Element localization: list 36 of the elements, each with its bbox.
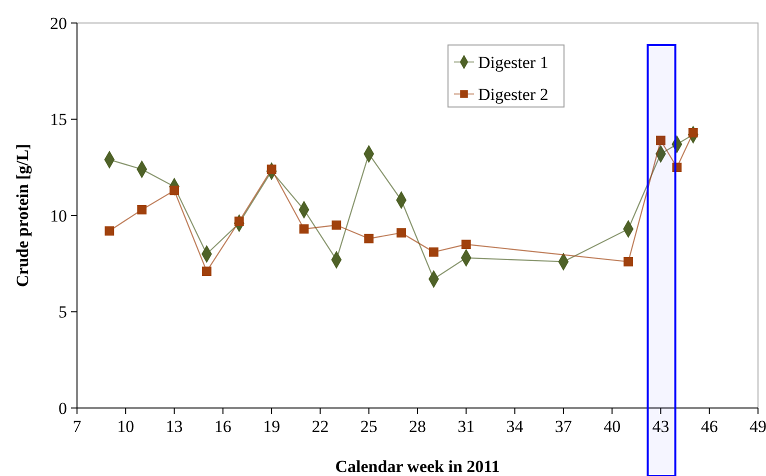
y-tick-label: 0 (58, 398, 67, 418)
x-tick-label: 31 (458, 417, 475, 436)
point (429, 247, 438, 257)
point (656, 136, 666, 146)
point (461, 240, 471, 250)
legend-label: Digester 1 (478, 52, 548, 72)
point (364, 234, 374, 244)
x-tick-label: 40 (604, 417, 621, 436)
point (137, 205, 147, 214)
x-tick-label: 43 (652, 417, 670, 436)
x-tick-label: 37 (554, 417, 572, 436)
y-tick-label: 15 (50, 110, 67, 130)
y-tick-label: 5 (58, 302, 67, 322)
x-tick-label: 25 (360, 417, 378, 436)
y-tick-label: 20 (50, 14, 67, 33)
x-tick-label: 16 (214, 417, 232, 436)
legend-label: Digester 2 (478, 84, 548, 104)
x-tick-label: 7 (72, 417, 82, 436)
x-tick-label: 10 (117, 417, 134, 436)
point (672, 162, 682, 172)
point (624, 257, 633, 266)
point (104, 226, 114, 236)
x-tick-label: 13 (166, 417, 183, 436)
x-tick-label: 46 (700, 417, 718, 436)
x-tick-label: 28 (409, 417, 426, 436)
x-tick-label: 22 (312, 417, 329, 436)
x-tick-label: 34 (506, 417, 524, 436)
x-axis-title: Calendar week in 2011 (335, 457, 500, 476)
point (299, 224, 309, 234)
x-tick-label: 49 (750, 417, 766, 436)
point (396, 228, 406, 238)
point (332, 220, 342, 230)
x-tick-label: 19 (263, 417, 280, 436)
y-tick-label: 10 (50, 206, 67, 226)
point (202, 266, 212, 276)
y-axis-title: Crude protein [g/L] (13, 144, 32, 288)
